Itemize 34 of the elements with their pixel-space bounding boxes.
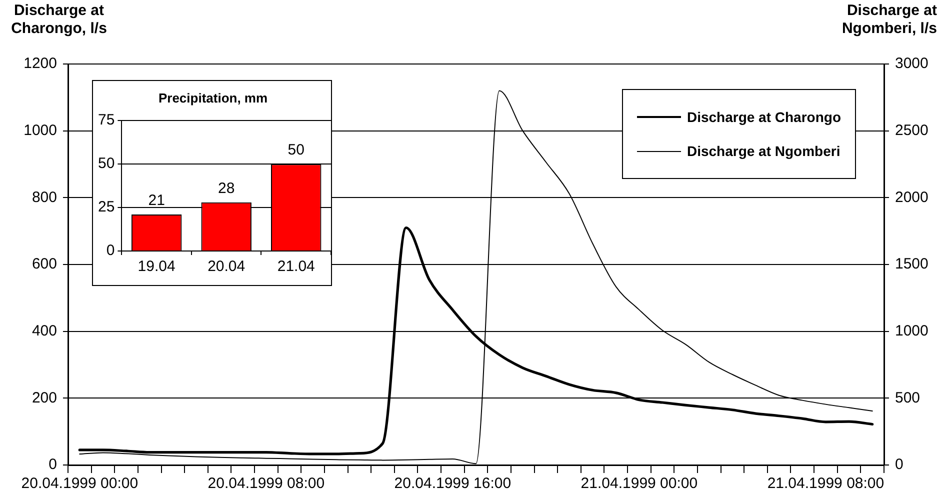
y-tick-label: 50 (98, 155, 115, 172)
data-label: 28 (218, 180, 235, 197)
data-label: 50 (288, 142, 304, 159)
x-tick-label: 20.04.1999 08:00 (208, 475, 325, 492)
legend-label: Discharge at Ngomberi (686, 143, 840, 159)
legend-label: Discharge at Charongo (686, 109, 841, 125)
x-tick-label: 19.04 (138, 258, 176, 276)
y-tick-label: 800 (32, 188, 57, 206)
y-tick-label: 0 (106, 242, 115, 260)
y-tick-label: 1200 (24, 55, 57, 72)
y-tick-label: 1000 (24, 122, 57, 139)
y2-tick-label: 0 (895, 456, 904, 474)
y2-tick-label: 2500 (895, 122, 928, 139)
y-axis-title: Discharge at Charongo, l/s (10, 2, 108, 38)
y2-tick-label: 1500 (895, 256, 928, 273)
chart-title: Precipitation, mm (158, 90, 268, 106)
data-label: 21 (148, 192, 165, 210)
x-tick-label: 21.04.1999 00:00 (580, 475, 698, 492)
y2-axis-title: Discharge at Ngomberi, l/s (840, 2, 937, 38)
x-tick-label: 20.04.1999 16:00 (394, 475, 512, 492)
y-tick-label: 75 (98, 112, 115, 129)
x-tick-label: 20.04.1999 00:00 (21, 475, 138, 492)
x-tick-label: 21.04 (277, 258, 315, 276)
y-tick-label: 200 (32, 389, 57, 406)
y-tick-label: 600 (32, 256, 57, 273)
y2-tick-label: 3000 (895, 55, 928, 72)
y-tick-label: 0 (48, 456, 57, 474)
y2-tick-label: 500 (895, 389, 920, 406)
x-tick-label: 21.04.1999 08:00 (767, 475, 884, 492)
y-tick-label: 400 (32, 322, 57, 340)
y2-tick-label: 2000 (895, 188, 928, 206)
x-tick-label: 20.04 (208, 258, 246, 276)
y2-tick-label: 1000 (895, 322, 928, 340)
y-tick-label: 25 (98, 198, 115, 216)
